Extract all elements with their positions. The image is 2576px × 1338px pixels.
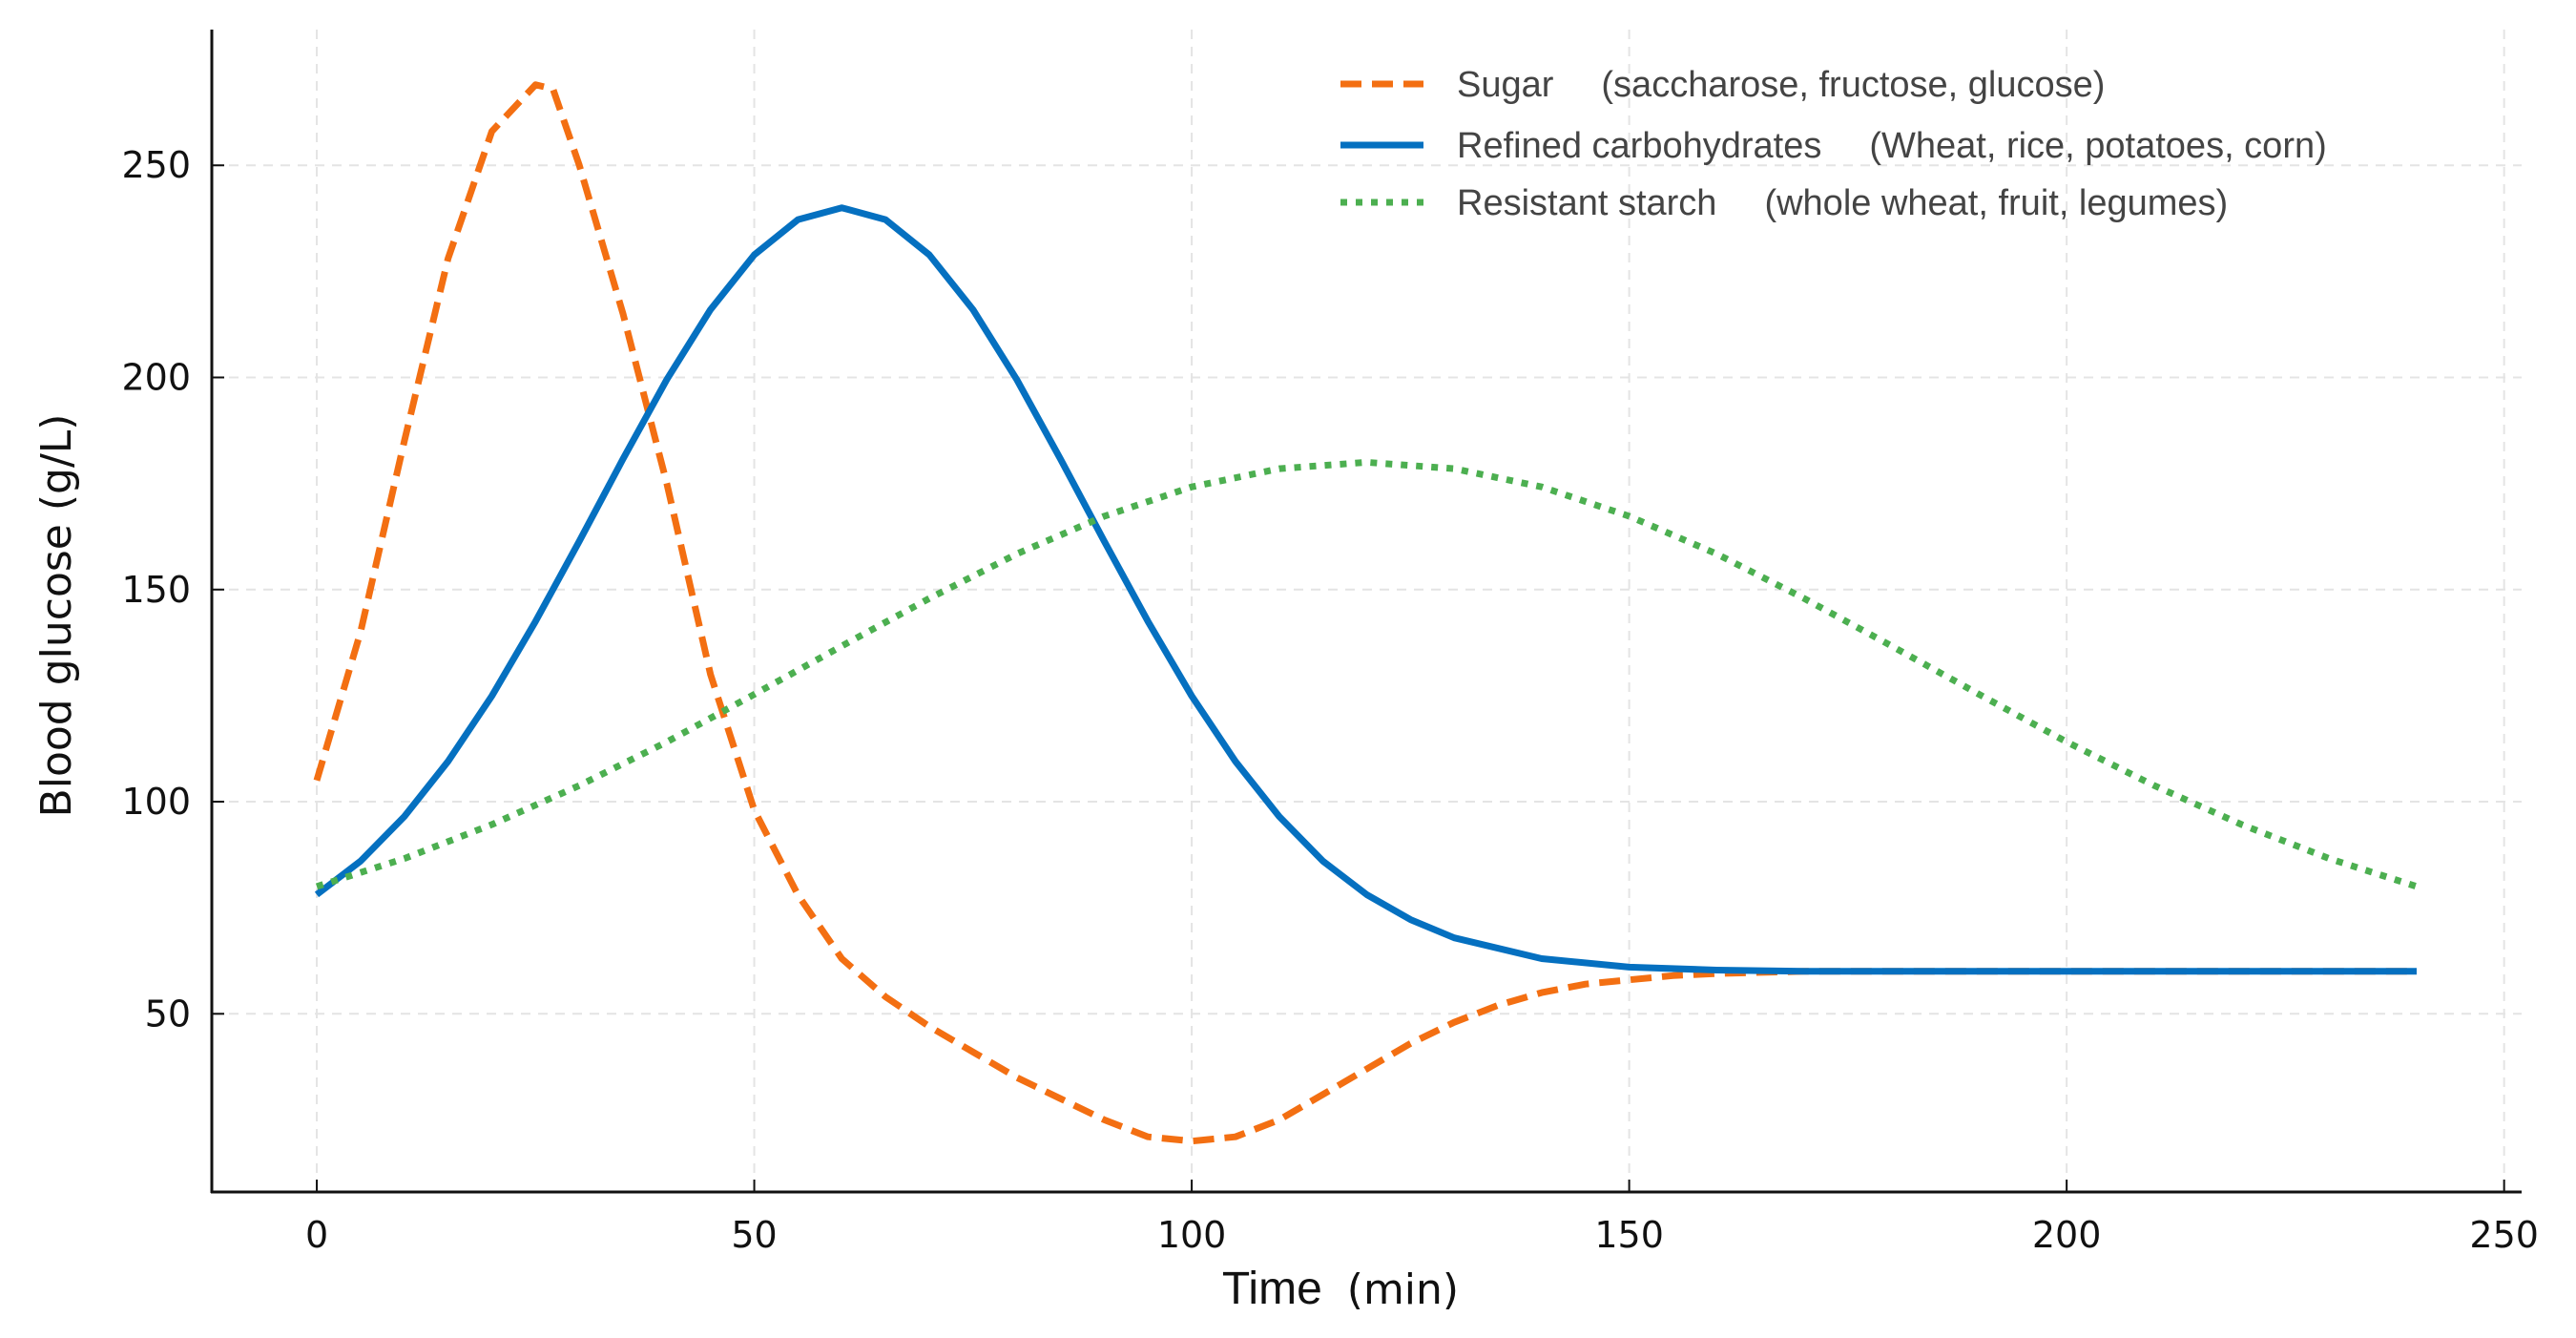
series-line-resistant-starch	[315, 458, 2419, 890]
y-tick-label: 250	[121, 144, 191, 186]
series-line-sugar	[313, 81, 2417, 1145]
y-tick-label: 200	[121, 357, 191, 399]
x-axis-label-main: Time	[1222, 1264, 1322, 1314]
x-tick-label: 100	[1157, 1214, 1227, 1256]
legend-label: Resistant starch	[1457, 183, 1716, 223]
x-tick-label: 250	[2469, 1214, 2539, 1256]
x-axis-label: Time (min)	[1222, 1264, 1459, 1314]
legend-label: Sugar	[1457, 65, 1554, 105]
axes: 0 50 100 150 200 250 50 100 150 200 250	[121, 30, 2539, 1256]
legend-entry: Sugar (saccharose, fructose, glucose)	[1457, 65, 2105, 105]
x-tick-label: 150	[1594, 1214, 1664, 1256]
series-line-refined-carbohydrates	[314, 204, 2417, 975]
y-tick-label: 100	[121, 781, 191, 823]
x-tick-label: 50	[731, 1214, 777, 1256]
grid	[212, 30, 2522, 1192]
y-tick-label: 150	[121, 569, 191, 611]
x-axis-label-unit: (min)	[1347, 1265, 1459, 1314]
legend-label: Refined carbohydrates	[1457, 126, 1821, 166]
legend-entry: Resistant starch (whole wheat, fruit, leg…	[1457, 183, 2228, 223]
x-tick-label: 200	[2032, 1214, 2102, 1256]
legend-note: (Wheat, rice, potatoes, corn)	[1869, 126, 2326, 166]
legend-note: (whole wheat, fruit, legumes)	[1764, 183, 2228, 223]
legend-note: (saccharose, fructose, glucose)	[1601, 65, 2105, 105]
y-axis-label: Blood glucose (g/L)	[32, 414, 81, 818]
x-tick-label: 0	[305, 1214, 328, 1256]
y-tick-label: 50	[145, 993, 191, 1035]
legend: Sugar (saccharose, fructose, glucose) Refi…	[1340, 65, 2327, 223]
series-lines	[313, 81, 2419, 1145]
legend-entry: Refined carbohydrates (Wheat, rice, potat…	[1457, 126, 2327, 166]
